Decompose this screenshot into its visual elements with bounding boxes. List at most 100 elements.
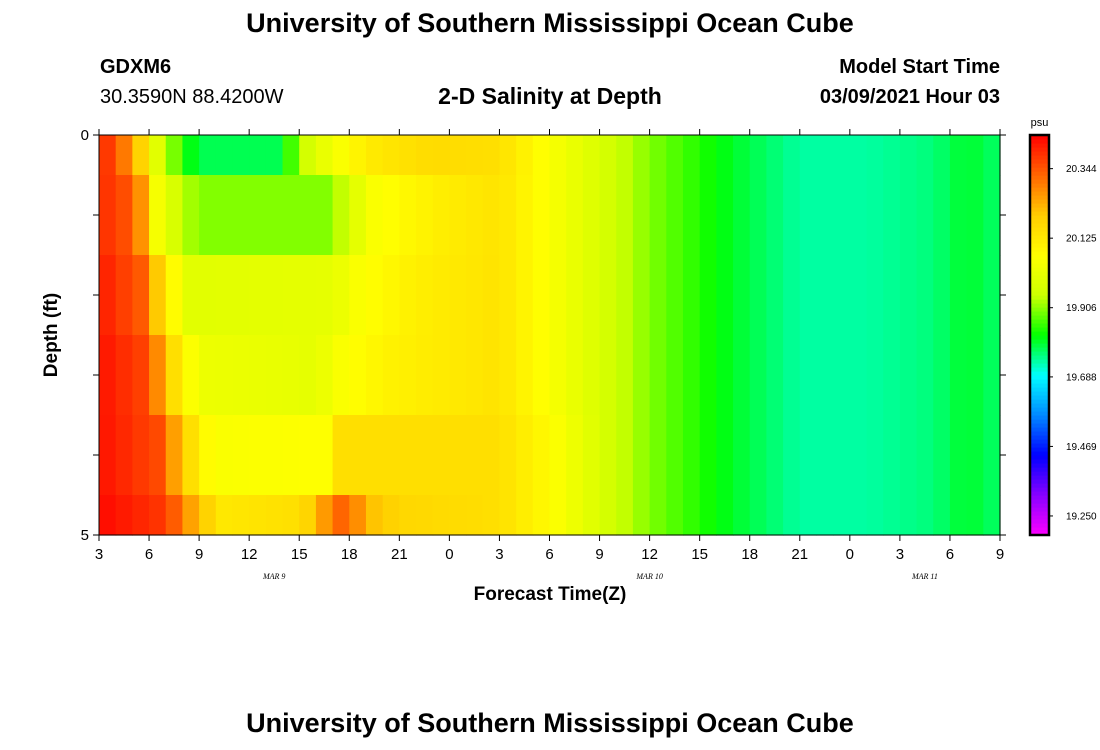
heatmap-cell [516,255,534,336]
colorbar-segment [1030,447,1049,452]
colorbar-segment [1030,335,1049,340]
heatmap-cell [599,135,617,176]
heatmap-cell [766,335,784,416]
heatmap-cell [466,175,484,256]
heatmap-cell [382,175,400,256]
heatmap-cell [749,335,768,416]
colorbar-segment [1030,467,1049,472]
colorbar-segment [1030,451,1049,456]
colorbar-segment [1030,295,1049,300]
y-tick-label: 0 [81,127,89,144]
colorbar-segment [1030,431,1049,436]
heatmap-cell [449,255,467,336]
y-axis: 05 [81,127,1006,544]
heatmap-cell [365,255,384,336]
colorbar-segment [1030,519,1049,524]
colorbar-segment [1030,135,1049,140]
heatmap-cell [265,415,284,496]
heatmap-cell [699,255,717,336]
x-axis-label: Forecast Time(Z) [473,584,627,605]
heatmap-cell [115,255,133,336]
heatmap-cell [866,335,884,416]
heatmap-cell [516,135,534,176]
heatmap-cell [499,415,517,496]
heatmap-cell [933,175,951,256]
heatmap-cell [682,335,701,416]
station-coordinates: 30.3590N 88.4200W [100,86,284,108]
x-tick-label: 18 [341,546,358,563]
heatmap-cell [249,335,267,416]
heatmap-cell [783,415,801,496]
heatmap-cell [382,495,400,536]
colorbar-segment [1030,283,1049,288]
colorbar-segment [1030,483,1049,488]
colorbar-tick-label: 20.344 [1066,164,1097,175]
colorbar-segment [1030,159,1049,164]
heatmap-cell [883,335,901,416]
heatmap-cell [332,495,350,536]
heatmap-cell [199,335,217,416]
colorbar-segment [1030,347,1049,352]
heatmap-cell [983,415,1001,496]
heatmap-cell [766,135,784,176]
heatmap-cell [849,175,868,256]
colorbar-segment [1030,531,1049,536]
heatmap-cell [566,335,584,416]
colorbar-segment [1030,211,1049,216]
colorbar-segment [1030,315,1049,320]
heatmap-cell [416,255,434,336]
heatmap-cell [115,335,133,416]
heatmap-cell [766,415,784,496]
colorbar-segment [1030,343,1049,348]
heatmap-cell [699,135,717,176]
heatmap-cell [399,415,417,496]
heatmap-cell [299,415,317,496]
heatmap-cell [816,415,834,496]
heatmap-cell [149,175,167,256]
colorbar-segment [1030,259,1049,264]
heatmap-cell [532,135,551,176]
heatmap-cell [315,255,334,336]
heatmap-cell [866,175,884,256]
heatmap-cell [349,175,367,256]
x-tick-label: 21 [391,546,408,563]
colorbar-segment [1030,411,1049,416]
colorbar-segment [1030,515,1049,520]
heatmap-cell [949,495,968,536]
heatmap-cell [449,415,467,496]
heatmap-cell [699,175,717,256]
heatmap-cell [149,415,167,496]
heatmap-cell [649,335,667,416]
heatmap-cell [866,135,884,176]
colorbar-segment [1030,175,1049,180]
heatmap-cell [132,415,150,496]
colorbar-segment [1030,507,1049,512]
heatmap-cell [99,335,117,416]
colorbar-segment [1030,187,1049,192]
chart-title: University of Southern Mississippi Ocean… [246,8,854,38]
heatmap-cell [99,415,117,496]
heatmap-cell [933,495,951,536]
heatmap-cell [349,415,367,496]
colorbar-segment [1030,311,1049,316]
heatmap-cell [799,495,818,536]
heatmap-cell [866,415,884,496]
heatmap-cell [232,415,250,496]
heatmap-cell [566,255,584,336]
colorbar-segment [1030,179,1049,184]
heatmap-cell [249,135,267,176]
station-name: GDXM6 [100,56,172,78]
heatmap-cell [549,255,567,336]
heatmap-cell [349,255,367,336]
colorbar-segment [1030,151,1049,156]
heatmap-cell [599,175,617,256]
heatmap-cell [466,135,484,176]
heatmap-cell [749,175,768,256]
heatmap-cell [649,415,667,496]
heatmap-cell [983,495,1001,536]
colorbar-segment [1030,307,1049,312]
heatmap-cell [933,135,951,176]
colorbar-tick-label: 19.250 [1066,511,1097,522]
x-tick-label: 0 [846,546,854,563]
heatmap-cell [499,255,517,336]
